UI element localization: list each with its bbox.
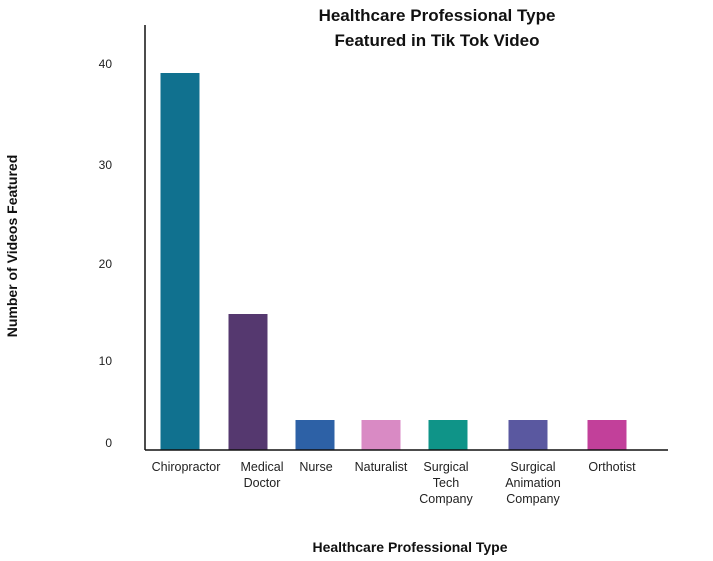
x-axis-category-labels: Chiropractor Medical Doctor Nurse Naturalist… — [152, 460, 637, 506]
y-tick-label: 30 — [99, 158, 113, 172]
chart-title-line: Featured in Tik Tok Video — [335, 31, 540, 50]
x-category-label: Surgical — [423, 460, 468, 474]
x-category-label: Orthotist — [588, 460, 636, 474]
bar — [428, 420, 468, 450]
bar — [361, 420, 401, 450]
bars — [160, 73, 627, 450]
bar — [508, 420, 548, 450]
y-axis-title: Number of Videos Featured — [4, 155, 20, 338]
y-tick-label: 0 — [105, 436, 112, 450]
bar — [587, 420, 627, 450]
bar — [295, 420, 335, 450]
x-category-label: Naturalist — [355, 460, 408, 474]
x-category-label: Company — [419, 492, 473, 506]
x-category-label: Company — [506, 492, 560, 506]
x-axis-title: Healthcare Professional Type — [312, 539, 507, 555]
chart-title-line: Healthcare Professional Type — [319, 6, 556, 25]
y-tick-label: 20 — [99, 257, 113, 271]
x-category-label: Chiropractor — [152, 460, 221, 474]
chart-title: Healthcare Professional Type Featured in … — [319, 6, 556, 50]
x-category-label: Animation — [505, 476, 561, 490]
y-axis-ticks: 0 10 20 30 40 — [99, 57, 113, 450]
y-tick-label: 40 — [99, 57, 113, 71]
x-category-label: Nurse — [299, 460, 332, 474]
x-category-label: Doctor — [244, 476, 281, 490]
bar — [228, 314, 268, 450]
bar — [160, 73, 200, 450]
x-category-label: Medical — [240, 460, 283, 474]
y-axis-title-group: Number of Videos Featured — [4, 155, 20, 338]
x-category-label: Surgical — [510, 460, 555, 474]
y-tick-label: 10 — [99, 354, 113, 368]
x-category-label: Tech — [433, 476, 459, 490]
